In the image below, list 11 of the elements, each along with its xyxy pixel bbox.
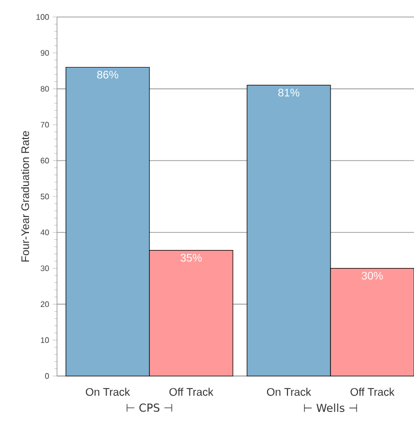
text: ⊢ Wells ⊣ — [304, 404, 357, 412]
y-axis-title: Four-Year Graduation Rate — [21, 131, 30, 262]
text: ⊢ CPS ⊣ — [126, 404, 172, 412]
x-tick-label: Off Track — [169, 388, 214, 396]
data-label: 86% — [97, 70, 118, 79]
x-tick-label: On Track — [266, 388, 312, 396]
data-label: 30% — [362, 272, 383, 280]
data-label: 35% — [180, 254, 202, 262]
data-label: 81% — [278, 88, 300, 96]
x-tick-label: Off Track — [350, 388, 395, 396]
x-tick-label: On Track — [86, 388, 130, 396]
